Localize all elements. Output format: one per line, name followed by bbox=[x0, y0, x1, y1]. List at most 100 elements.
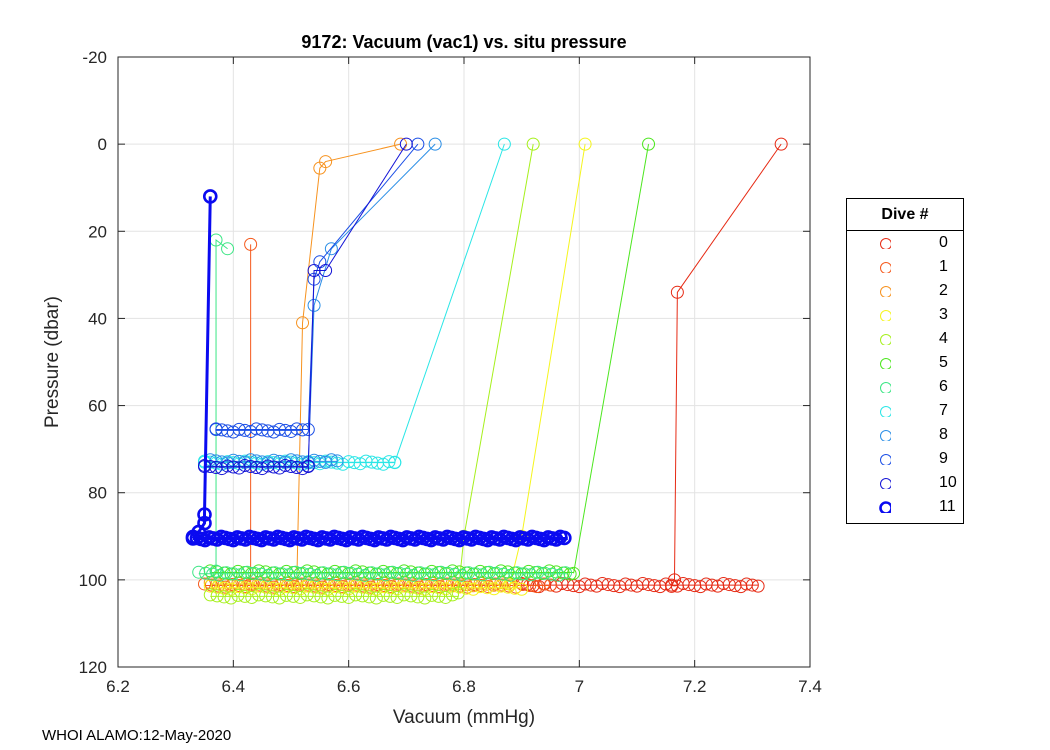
series-1-floor-point bbox=[281, 579, 295, 593]
series-4-floor-point bbox=[286, 589, 300, 603]
series-0-floor-point bbox=[751, 579, 765, 593]
series-6-floor-point bbox=[233, 568, 247, 582]
legend-label: 4 bbox=[939, 330, 948, 347]
legend-item-1: 1 bbox=[847, 255, 963, 279]
series-6-floor-point bbox=[282, 568, 296, 582]
series-6-floor-point bbox=[219, 566, 233, 580]
series-6-floor-point bbox=[323, 567, 337, 581]
series-3-floor-point bbox=[466, 582, 480, 596]
series-1-floor-point bbox=[315, 580, 329, 594]
series-1-floor-point bbox=[509, 580, 523, 594]
series-1-floor-point bbox=[357, 579, 371, 593]
series-6-floor-point bbox=[510, 566, 524, 580]
series-6-floor-point bbox=[254, 567, 268, 581]
series-6-floor-point bbox=[475, 568, 489, 582]
series-4-floor-point bbox=[266, 590, 280, 604]
series-1-floor-point bbox=[308, 579, 322, 593]
series-4-floor-point bbox=[376, 588, 390, 602]
legend-rows: 0 1 2 3 4 5 6 7 8 9 10 11 bbox=[847, 231, 963, 519]
series-1-floor-point bbox=[398, 578, 412, 592]
series-1-floor-point bbox=[211, 579, 225, 593]
series-6-floor-point bbox=[337, 565, 351, 579]
y-tick-label: 60 bbox=[88, 397, 107, 416]
series-6-floor-point bbox=[441, 566, 455, 580]
series-0-point bbox=[667, 573, 681, 587]
series-6-floor-point bbox=[206, 567, 220, 581]
series-1-floor-point bbox=[204, 578, 218, 592]
series-6-floor-point bbox=[448, 567, 462, 581]
series-6-floor-point bbox=[385, 565, 399, 579]
series-1-floor-point bbox=[495, 578, 509, 592]
series-6-floor-point bbox=[531, 565, 545, 579]
series-3-floor-point bbox=[238, 581, 252, 595]
series-6-floor-point bbox=[406, 568, 420, 582]
y-tick-label: 20 bbox=[88, 222, 107, 241]
series-6-floor-point bbox=[538, 566, 552, 580]
series-1-floor-point bbox=[384, 580, 398, 594]
series-4-floor-point bbox=[445, 588, 459, 602]
series-1-floor-point bbox=[474, 579, 488, 593]
series-6-floor-point bbox=[462, 566, 476, 580]
series-6-floor-point bbox=[524, 568, 538, 582]
series-10-point bbox=[301, 460, 315, 474]
series-8-floor-point bbox=[324, 453, 338, 467]
series-11-floor-point bbox=[557, 530, 572, 546]
x-axis-label: Vacuum (mmHg) bbox=[393, 707, 535, 728]
x-tick-label: 6.6 bbox=[337, 677, 361, 696]
series-6-floor-point bbox=[309, 568, 323, 582]
series-1-floor-point bbox=[377, 579, 391, 593]
legend-title: Dive # bbox=[847, 199, 963, 231]
series-1-floor-point bbox=[329, 579, 343, 593]
series-11-point bbox=[202, 189, 218, 204]
series-6-floor-point bbox=[372, 567, 386, 581]
series-3-point bbox=[503, 577, 517, 591]
series-1-floor-point bbox=[350, 578, 364, 592]
series-4-floor-point bbox=[404, 589, 418, 603]
series-6-floor-point bbox=[268, 566, 282, 580]
series-6-floor-point bbox=[399, 567, 413, 581]
legend-item-2: 2 bbox=[847, 279, 963, 303]
series-3-floor-point bbox=[217, 581, 231, 595]
series-4-floor-point bbox=[245, 590, 259, 604]
x-tick-label: 7.4 bbox=[798, 677, 822, 696]
series-5-line bbox=[573, 144, 650, 574]
footer-text: WHOI ALAMO:12-May-2020 bbox=[42, 727, 232, 744]
series-6-floor-point bbox=[226, 567, 240, 581]
series-2-point bbox=[296, 316, 310, 330]
series-3-floor-point bbox=[362, 581, 376, 595]
legend: Dive # 0 1 2 3 4 5 6 7 8 9 10 11 bbox=[846, 198, 964, 524]
series-3-point bbox=[578, 137, 592, 151]
series-3-floor-point bbox=[432, 581, 446, 595]
series-7-point bbox=[497, 137, 511, 151]
series-1-floor-point bbox=[447, 578, 461, 592]
series-4-floor-point bbox=[259, 589, 273, 603]
series-2-point bbox=[394, 137, 408, 151]
series-3-floor-point bbox=[266, 581, 280, 595]
series-6-floor-point bbox=[316, 566, 330, 580]
series-11-point bbox=[185, 531, 201, 546]
series-4-floor-point bbox=[224, 591, 238, 605]
y-tick-label: 40 bbox=[88, 309, 107, 328]
series-1-floor-point bbox=[267, 580, 281, 594]
series-3-floor-point bbox=[411, 581, 425, 595]
series-4-floor-point bbox=[272, 591, 286, 605]
series-3-floor-point bbox=[487, 582, 501, 596]
series-3-floor-point bbox=[314, 581, 328, 595]
x-tick-label: 6.2 bbox=[106, 677, 130, 696]
series-1-floor-point bbox=[405, 579, 419, 593]
series-6-floor-point bbox=[455, 568, 469, 582]
series-6-floor-point bbox=[517, 567, 531, 581]
y-axis-label: Pressure (dbar) bbox=[42, 296, 63, 428]
series-7-point bbox=[388, 455, 402, 469]
legend-label: 0 bbox=[939, 234, 948, 251]
series-11-point bbox=[197, 507, 212, 522]
series-3-floor-point bbox=[508, 581, 522, 595]
legend-marker-icon bbox=[880, 478, 891, 489]
legend-marker-icon bbox=[880, 406, 891, 417]
series-6-floor-point bbox=[482, 565, 496, 579]
series-4-floor-point bbox=[349, 588, 363, 602]
legend-marker-icon bbox=[880, 238, 891, 249]
series-4-floor-point bbox=[397, 588, 411, 602]
series-1-floor-point bbox=[412, 580, 426, 594]
